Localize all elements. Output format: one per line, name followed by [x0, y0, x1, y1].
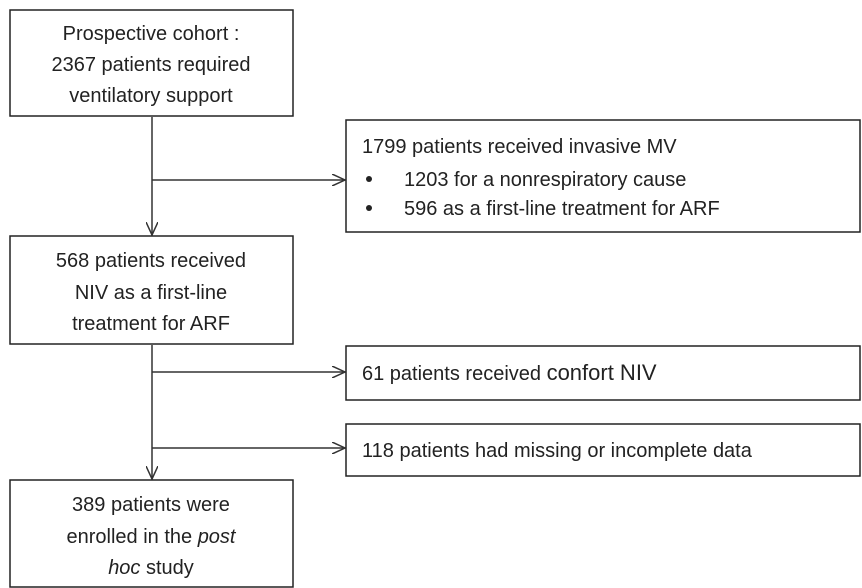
box [9, 235, 294, 345]
box-text: treatment for ARF [72, 313, 230, 335]
box-text: hoc study [108, 557, 194, 579]
box-text: NIV as a first-line [75, 282, 227, 304]
bullet [366, 176, 372, 182]
box-text: Prospective cohort : [63, 23, 240, 45]
text-part: study [140, 557, 193, 579]
box [9, 479, 294, 588]
box [345, 119, 861, 233]
box [9, 9, 294, 117]
box-text: 2367 patients required [51, 54, 250, 76]
box [345, 423, 861, 477]
text-part: post [197, 526, 237, 548]
box-text: 118 patients had missing or incomplete d… [362, 440, 753, 462]
text-part: hoc [108, 557, 140, 579]
box [345, 345, 861, 401]
box-text: enrolled in the post [66, 526, 236, 548]
bullet [366, 205, 372, 211]
box-text: 61 patients received confort NIV [362, 360, 657, 385]
box-text: 1799 patients received invasive MV [362, 136, 677, 158]
box-text: 389 patients were [72, 494, 230, 516]
text-part: 61 patients received [362, 363, 547, 385]
box-text: 1203 for a nonrespiratory cause [404, 169, 686, 191]
box-text: 568 patients received [56, 250, 246, 272]
box-text: 596 as a first-line treatment for ARF [404, 198, 720, 220]
text-part: confort NIV [547, 360, 657, 385]
text-part: enrolled in the [66, 526, 197, 548]
box-text: ventilatory support [69, 85, 233, 107]
